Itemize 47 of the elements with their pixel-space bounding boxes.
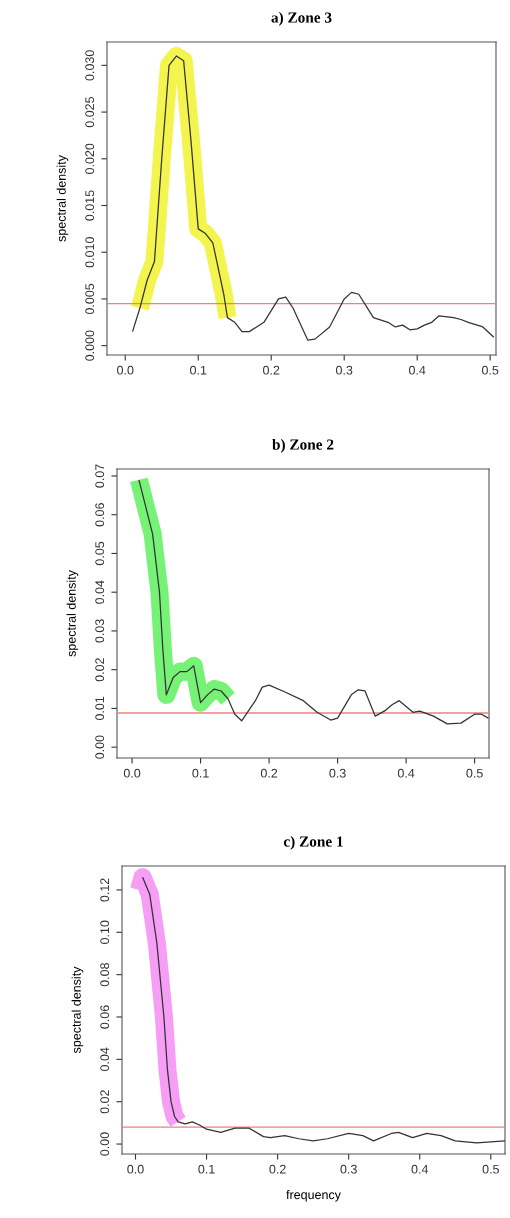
- y-tick-label: 0.08: [100, 963, 110, 987]
- x-tick-label: 0.4: [397, 768, 415, 778]
- y-axis-title: spectral density: [56, 155, 69, 242]
- y-tick-label: 0.020: [85, 143, 95, 174]
- x-tick-label: 0.3: [329, 768, 346, 778]
- x-tick-label: 0.5: [482, 1164, 499, 1174]
- x-tick-label: 0.5: [481, 365, 499, 375]
- y-tick-label: 0.01: [95, 696, 105, 721]
- x-tick-label: 0.2: [260, 768, 278, 778]
- y-axis-title: spectral density: [66, 570, 79, 657]
- x-tick-label: 0.0: [127, 1164, 144, 1174]
- y-tick-label: 0.010: [85, 237, 95, 268]
- x-tick-label: 0.1: [192, 768, 209, 778]
- x-tick-label: 0.2: [269, 1164, 286, 1174]
- x-tick-label: 0.4: [411, 1164, 429, 1174]
- y-tick-label: 0.03: [95, 619, 105, 643]
- y-tick-label: 0.02: [100, 1090, 110, 1114]
- x-tick-label: 0.5: [466, 768, 483, 778]
- chart-title: b) Zone 2: [272, 438, 334, 453]
- x-tick-label: 0.0: [117, 365, 134, 375]
- y-tick-label: 0.10: [100, 920, 110, 944]
- y-tick-label: 0.00: [95, 735, 105, 759]
- y-tick-label: 0.000: [85, 330, 95, 361]
- y-tick-label: 0.06: [100, 1005, 110, 1029]
- x-tick-label: 0.1: [198, 1164, 215, 1174]
- y-tick-label: 0.12: [100, 878, 110, 902]
- y-axis-title: spectral density: [71, 966, 84, 1054]
- y-tick-label: 0.06: [95, 503, 105, 527]
- y-tick-label: 0.04: [100, 1047, 110, 1072]
- y-tick-label: 0.015: [85, 190, 95, 221]
- y-tick-label: 0.030: [85, 50, 95, 81]
- y-tick-label: 0.05: [95, 541, 105, 566]
- x-axis-title: frequency: [286, 1189, 341, 1202]
- x-tick-label: 0.3: [340, 1164, 357, 1174]
- y-tick-label: 0.005: [85, 283, 95, 315]
- x-tick-label: 0.1: [190, 365, 207, 375]
- x-tick-label: 0.0: [123, 768, 141, 778]
- y-tick-label: 0.00: [100, 1132, 110, 1156]
- y-tick-label: 0.07: [95, 464, 105, 488]
- x-tick-label: 0.2: [263, 365, 280, 375]
- chart-title: c) Zone 1: [283, 835, 343, 850]
- y-tick-label: 0.04: [95, 580, 105, 604]
- chart-title: a) Zone 3: [271, 11, 332, 26]
- x-tick-label: 0.4: [408, 365, 426, 375]
- y-tick-label: 0.02: [95, 658, 105, 682]
- y-tick-label: 0.025: [85, 96, 95, 128]
- x-tick-label: 0.3: [336, 365, 353, 375]
